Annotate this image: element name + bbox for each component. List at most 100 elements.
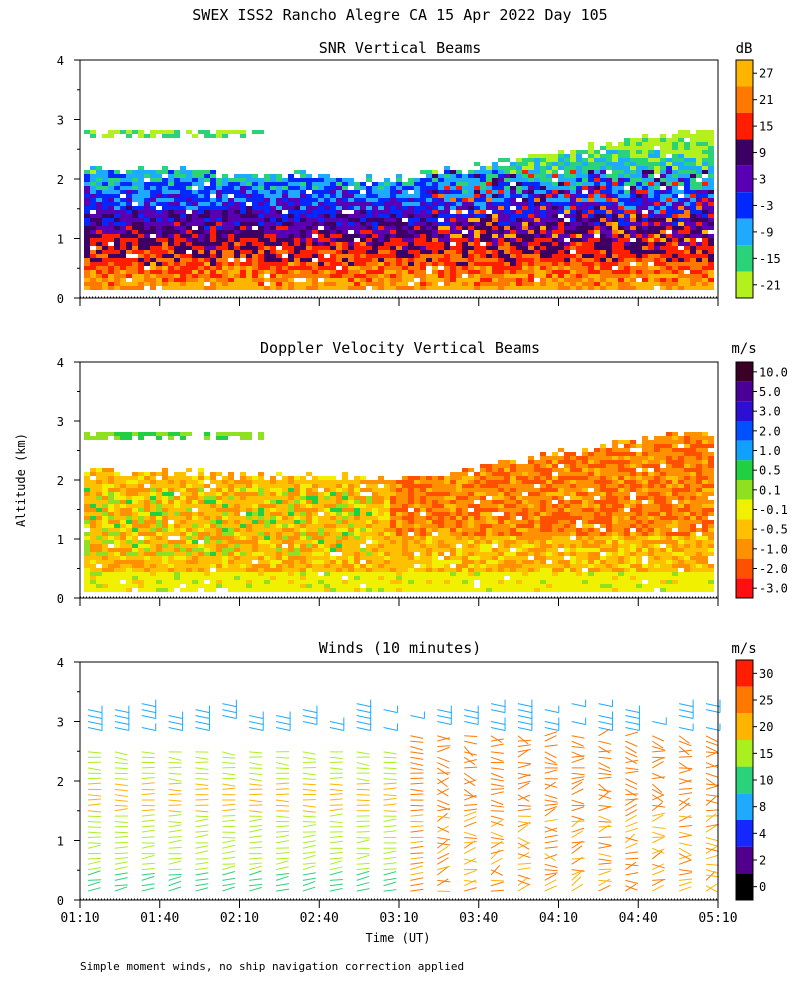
heatmap-cell	[690, 150, 696, 154]
heatmap-cell	[162, 186, 168, 190]
heatmap-cell	[582, 250, 588, 254]
heatmap-cell	[120, 254, 126, 258]
heatmap-cell	[252, 532, 258, 536]
heatmap-cell	[306, 234, 312, 238]
heatmap-cell	[378, 568, 384, 572]
heatmap-cell	[150, 500, 156, 504]
heatmap-cell	[288, 234, 294, 238]
heatmap-cell	[648, 182, 654, 186]
heatmap-cell	[240, 286, 246, 290]
heatmap-cell	[144, 520, 150, 524]
heatmap-cell	[162, 198, 168, 202]
heatmap-cell	[300, 532, 306, 536]
heatmap-cell	[432, 178, 438, 182]
heatmap-cell	[294, 222, 300, 226]
heatmap-cell	[384, 270, 390, 274]
heatmap-cell	[432, 226, 438, 230]
heatmap-cell	[318, 178, 324, 182]
heatmap-cell	[216, 488, 222, 492]
heatmap-cell	[96, 214, 102, 218]
heatmap-cell	[354, 202, 360, 206]
heatmap-cell	[318, 588, 324, 592]
heatmap-cell	[96, 512, 102, 516]
heatmap-cell	[240, 194, 246, 198]
heatmap-cell	[498, 186, 504, 190]
heatmap-cell	[162, 258, 168, 262]
heatmap-cell	[468, 194, 474, 198]
heatmap-cell	[432, 258, 438, 262]
heatmap-cell	[252, 544, 258, 548]
heatmap-cell	[660, 266, 666, 270]
heatmap-cell	[162, 134, 168, 138]
heatmap-cell	[348, 480, 354, 484]
heatmap-cell	[618, 230, 624, 234]
heatmap-cell	[546, 202, 552, 206]
heatmap-cell	[168, 532, 174, 536]
heatmap-cell	[498, 254, 504, 258]
heatmap-cell	[162, 520, 168, 524]
heatmap-cell	[600, 182, 606, 186]
heatmap-cell	[408, 588, 414, 592]
heatmap-cell	[156, 500, 162, 504]
heatmap-cell	[408, 194, 414, 198]
heatmap-cell	[504, 226, 510, 230]
heatmap-cell	[150, 480, 156, 484]
heatmap-cell	[618, 210, 624, 214]
heatmap-cell	[150, 286, 156, 290]
heatmap-cell	[348, 576, 354, 580]
heatmap-cell	[258, 564, 264, 568]
heatmap-cell	[702, 178, 708, 182]
heatmap-cell	[132, 472, 138, 476]
heatmap-cell	[108, 540, 114, 544]
heatmap-cell	[522, 286, 528, 290]
heatmap-cell	[276, 508, 282, 512]
heatmap-cell	[588, 142, 594, 146]
heatmap-cell	[390, 218, 396, 222]
heatmap-cell	[330, 258, 336, 262]
heatmap-cell	[702, 278, 708, 282]
heatmap-cell	[528, 250, 534, 254]
heatmap-cell	[252, 576, 258, 580]
heatmap-cell	[696, 198, 702, 202]
heatmap-cell	[330, 528, 336, 532]
heatmap-cell	[258, 472, 264, 476]
heatmap-cell	[132, 572, 138, 576]
heatmap-cell	[84, 182, 90, 186]
heatmap-cell	[672, 198, 678, 202]
heatmap-cell	[354, 568, 360, 572]
heatmap-cell	[456, 274, 462, 278]
heatmap-cell	[270, 516, 276, 520]
heatmap-cell	[522, 230, 528, 234]
heatmap-cell	[696, 246, 702, 250]
heatmap-cell	[228, 480, 234, 484]
heatmap-cell	[546, 154, 552, 158]
heatmap-cell	[504, 158, 510, 162]
heatmap-cell	[456, 194, 462, 198]
heatmap-cell	[420, 254, 426, 258]
heatmap-cell	[426, 500, 432, 504]
heatmap-cell	[336, 282, 342, 286]
heatmap-cell	[414, 496, 420, 500]
heatmap-cell	[132, 564, 138, 568]
heatmap-cell	[546, 258, 552, 262]
heatmap-cell	[144, 202, 150, 206]
heatmap-cell	[108, 472, 114, 476]
heatmap-cell	[672, 254, 678, 258]
heatmap-cell	[396, 540, 402, 544]
heatmap-cell	[534, 166, 540, 170]
heatmap-cell	[186, 508, 192, 512]
heatmap-cell	[330, 512, 336, 516]
heatmap-cell	[666, 170, 672, 174]
heatmap-cell	[114, 202, 120, 206]
heatmap-cell	[294, 532, 300, 536]
heatmap-cell	[240, 544, 246, 548]
heatmap-cell	[240, 178, 246, 182]
heatmap-cell	[498, 170, 504, 174]
heatmap-cell	[690, 286, 696, 290]
heatmap-cell	[480, 214, 486, 218]
heatmap-cell	[162, 262, 168, 266]
heatmap-cell	[696, 142, 702, 146]
heatmap-cell	[246, 520, 252, 524]
heatmap-cell	[84, 432, 90, 436]
heatmap-cell	[378, 206, 384, 210]
